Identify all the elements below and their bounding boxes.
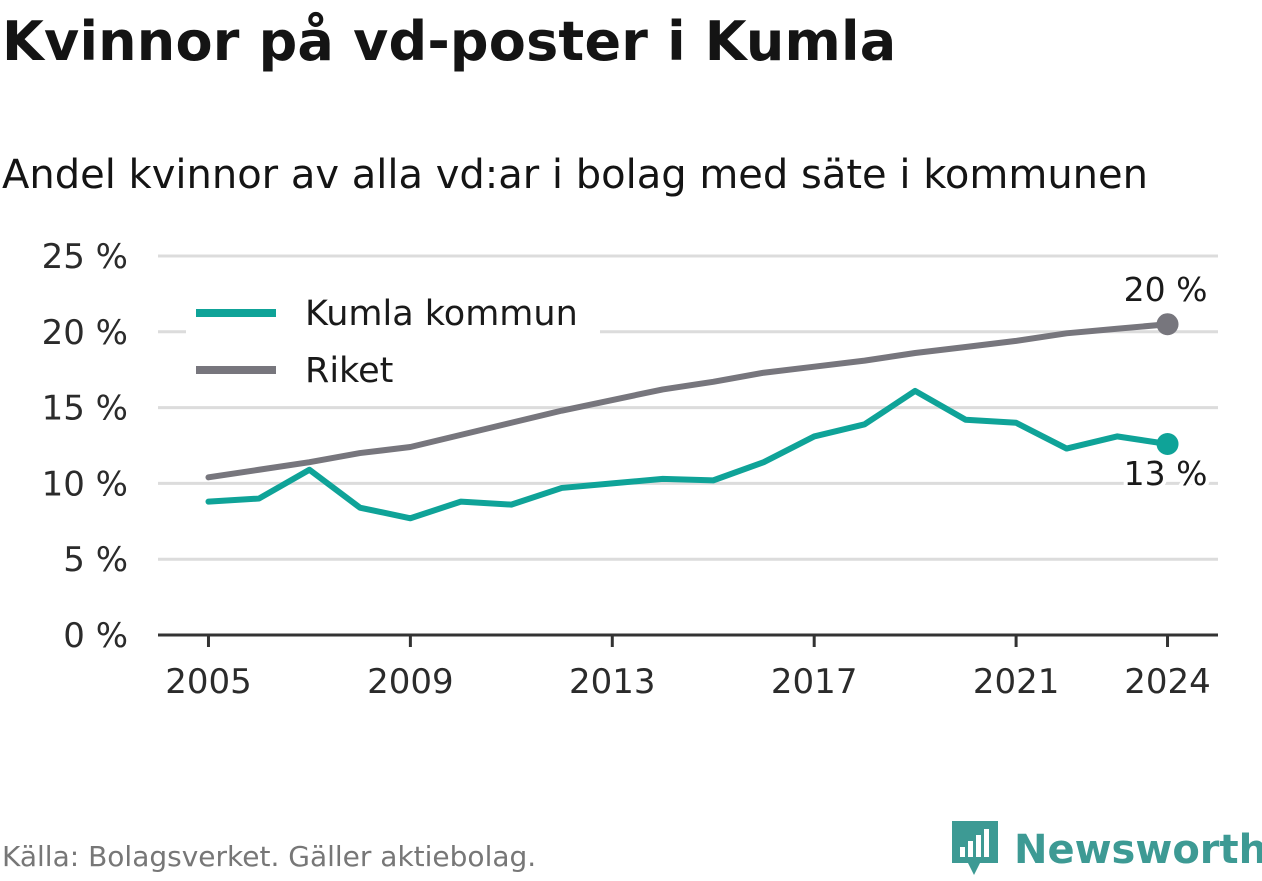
y-tick-label: 10 %	[42, 464, 128, 504]
series-line-riket	[205, 321, 1171, 481]
y-tick-label: 20 %	[42, 313, 128, 353]
x-tick-label: 2005	[165, 662, 252, 702]
line-chart: 0 % 5 % 10 % 15 % 20 % 25 % 2005 2009 2013 2017 20…	[42, 237, 1218, 702]
series-lines	[205, 313, 1179, 522]
axes: 0 % 5 % 10 % 15 % 20 % 25 % 2005 2009 2013 2017 20…	[42, 237, 1218, 702]
brand-name: Newsworthy	[1014, 827, 1262, 873]
y-tick-label: 25 %	[42, 237, 128, 277]
legend: Kumla kommun Riket	[186, 289, 600, 394]
source-note: Källa: Bolagsverket. Gäller aktiebolag.	[2, 840, 537, 873]
x-tick-label: 2017	[771, 662, 858, 702]
x-tick-label: 2024	[1124, 662, 1211, 702]
chart-title: Kvinnor på vd-poster i Kumla	[2, 10, 897, 73]
x-tick-label: 2013	[569, 662, 656, 702]
brand: Newsworthy	[950, 820, 1262, 880]
y-tick-label: 0 %	[63, 616, 128, 656]
x-tick-label: 2009	[367, 662, 454, 702]
end-point-riket	[1156, 313, 1179, 336]
legend-label: Riket	[305, 351, 393, 391]
end-point-kumla-kommun	[1156, 432, 1179, 455]
chart-subtitle: Andel kvinnor av alla vd:ar i bolag med …	[2, 152, 1148, 198]
end-label-riket: 20 %	[1124, 270, 1208, 309]
end-label-kumla: 13 %	[1124, 454, 1208, 493]
y-tick-label: 5 %	[63, 540, 128, 580]
x-tick-label: 2021	[973, 662, 1060, 702]
series-line-kumla-kommun	[205, 387, 1171, 522]
newsworthy-logo-icon	[950, 819, 1000, 881]
y-tick-label: 15 %	[42, 389, 128, 429]
legend-label: Kumla kommun	[305, 294, 578, 334]
end-labels: 20 % 13 %	[1120, 270, 1212, 497]
